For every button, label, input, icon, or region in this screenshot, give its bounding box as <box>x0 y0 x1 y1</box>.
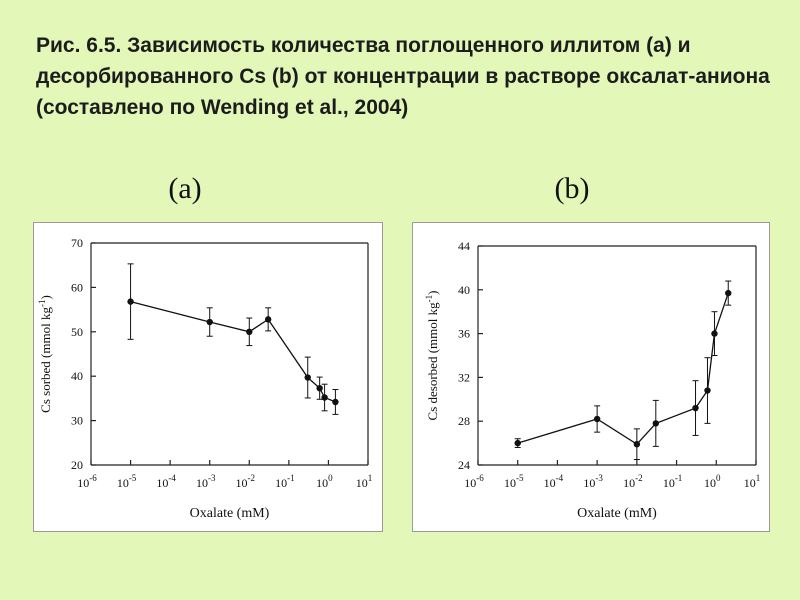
chart-b-data-point <box>704 387 711 394</box>
chart-a-y-tick-label: 60 <box>71 280 83 294</box>
chart-a-y-tick-label: 50 <box>71 325 83 339</box>
chart-b-series-line <box>517 292 729 446</box>
chart-a-data-point <box>246 328 253 335</box>
chart-b-x-tick-label: 10-6 <box>464 473 484 490</box>
chart-a-data-point <box>127 298 134 305</box>
chart-a-data-point <box>264 316 272 323</box>
chart-a-series-line <box>130 300 336 403</box>
chart-panel-b: 24 28 32 36 40 44 10-6 10-5 10-4 10-3 10-2 10-1 100 1… <box>412 222 770 532</box>
chart-b-x-tick-label: 100 <box>704 473 721 490</box>
chart-a-y-tick-label: 30 <box>71 414 83 428</box>
chart-b-data-point <box>711 330 718 337</box>
chart-b-svg: 24 28 32 36 40 44 10-6 10-5 10-4 10-3 10-2 10-1 100 1… <box>424 239 761 521</box>
chart-a-x-tick-label: 100 <box>316 473 333 490</box>
chart-b-x-axis-label: Oxalate (mM) <box>577 506 657 521</box>
panel-label-a: (a) <box>168 172 202 205</box>
chart-b-y-tick-label: 36 <box>458 327 470 341</box>
chart-a-x-tick-label: 10-1 <box>275 473 295 490</box>
chart-a-x-tick-label: 10-5 <box>117 473 137 490</box>
chart-b-data-point <box>725 289 732 297</box>
chart-b-x-tick-label: 10-5 <box>504 473 524 490</box>
chart-b-x-tick-label: 10-2 <box>623 473 643 490</box>
chart-b-y-tick-label: 32 <box>458 370 470 384</box>
chart-b-data-point <box>514 439 521 447</box>
chart-a-x-axis-label: Oxalate (mM) <box>190 506 270 521</box>
chart-panel-a: 20 30 40 50 60 70 10-6 10-5 10-4 10-3 10-2 10-1 100 1… <box>33 222 383 532</box>
chart-b-x-tick-label: 101 <box>744 473 761 490</box>
chart-a-y-tick-label: 40 <box>71 369 83 383</box>
chart-a-svg: 20 30 40 50 60 70 10-6 10-5 10-4 10-3 10-2 10-1 100 1… <box>37 236 373 521</box>
chart-a-data-point <box>321 394 328 401</box>
panel-label-b: (b) <box>554 172 590 205</box>
chart-b-data-point <box>633 440 641 448</box>
chart-b-y-axis-label: Cs desorbed (mmol kg-1) <box>424 291 440 421</box>
chart-b-y-tick-label: 40 <box>458 283 470 297</box>
chart-a-x-tick-label: 10-6 <box>77 473 97 490</box>
chart-b-data-point <box>692 404 699 412</box>
chart-a-x-tick-label: 101 <box>356 473 373 490</box>
chart-b-y-tick-label: 24 <box>458 458 470 472</box>
chart-a-data-point <box>206 318 213 326</box>
chart-a-x-tick-label: 10-2 <box>236 473 256 490</box>
chart-a-y-tick-label: 20 <box>71 458 83 472</box>
chart-b-y-tick-label: 28 <box>458 414 470 428</box>
chart-b-x-tick-label: 10-4 <box>544 473 564 490</box>
chart-a-y-tick-label: 70 <box>71 236 83 250</box>
chart-a-y-axis-label: Cs sorbed (mmol kg-1) <box>37 295 53 413</box>
chart-a-x-tick-label: 10-4 <box>156 473 176 490</box>
chart-b-data-point <box>652 420 660 427</box>
chart-a-data-point <box>316 384 323 392</box>
chart-a-data-point <box>304 374 311 381</box>
chart-b-x-tick-label: 10-1 <box>663 473 683 490</box>
chart-b-y-tick-label: 44 <box>458 239 470 253</box>
chart-a-data-point <box>332 398 339 406</box>
slide-caption: Рис. 6.5. Зависимость количества поглоще… <box>36 34 770 119</box>
chart-b-x-tick-label: 10-3 <box>583 473 603 490</box>
chart-b-data-point <box>593 415 601 423</box>
chart-a-x-tick-label: 10-3 <box>196 473 216 490</box>
